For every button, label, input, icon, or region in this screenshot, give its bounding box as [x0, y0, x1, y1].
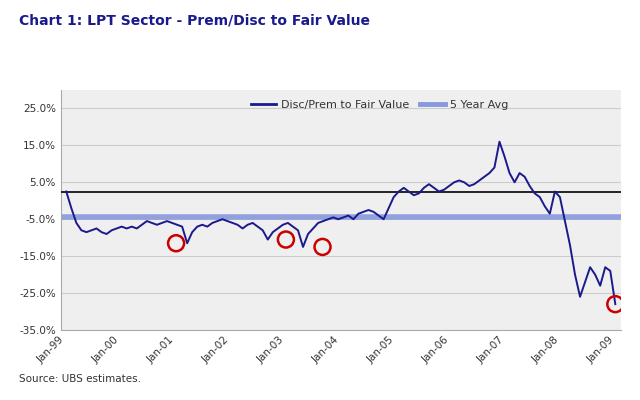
- Legend: Disc/Prem to Fair Value, 5 Year Avg: Disc/Prem to Fair Value, 5 Year Avg: [246, 96, 513, 114]
- Text: Chart 1: LPT Sector - Prem/Disc to Fair Value: Chart 1: LPT Sector - Prem/Disc to Fair …: [19, 14, 370, 28]
- Text: Source: UBS estimates.: Source: UBS estimates.: [19, 374, 141, 384]
